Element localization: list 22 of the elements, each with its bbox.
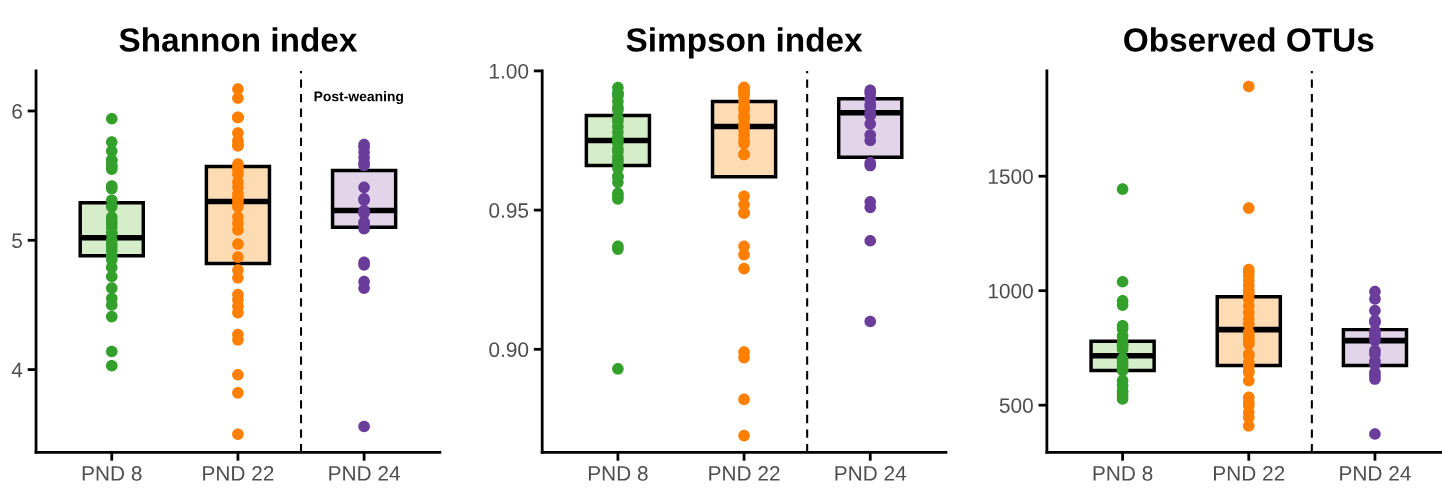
x-tick-label: PND 22: [203, 466, 274, 481]
x-tick-label: PND 8: [588, 466, 648, 481]
x-tick-label: PND 24: [329, 466, 400, 481]
x-tick-label: PND 24: [835, 466, 907, 481]
x-tick-label: PND 22: [709, 466, 780, 481]
y-tick-label: 0.95: [489, 203, 529, 218]
annotation: Post-weaning: [314, 91, 403, 105]
x-tick-label: PND 22: [1214, 466, 1285, 481]
y-tick-label: 6: [12, 103, 22, 119]
y-tick-label: 4: [11, 362, 23, 378]
chart-title: Observed OTUs: [1124, 27, 1374, 52]
x-tick-label: PND 8: [1093, 466, 1153, 481]
y-tick-label: 1.00: [490, 63, 529, 79]
y-tick-label: 1000: [988, 283, 1033, 299]
x-tick-label: PND 8: [82, 466, 142, 481]
y-tick-label: 5: [12, 233, 22, 249]
chart-title: Shannon index: [119, 27, 358, 52]
chart-title: Simpson index: [626, 27, 863, 59]
y-tick-label: 1500: [988, 169, 1033, 184]
x-tick-label: PND 24: [1340, 466, 1411, 481]
y-tick-label: 500: [999, 398, 1033, 413]
y-tick-label: 0.90: [489, 342, 529, 358]
